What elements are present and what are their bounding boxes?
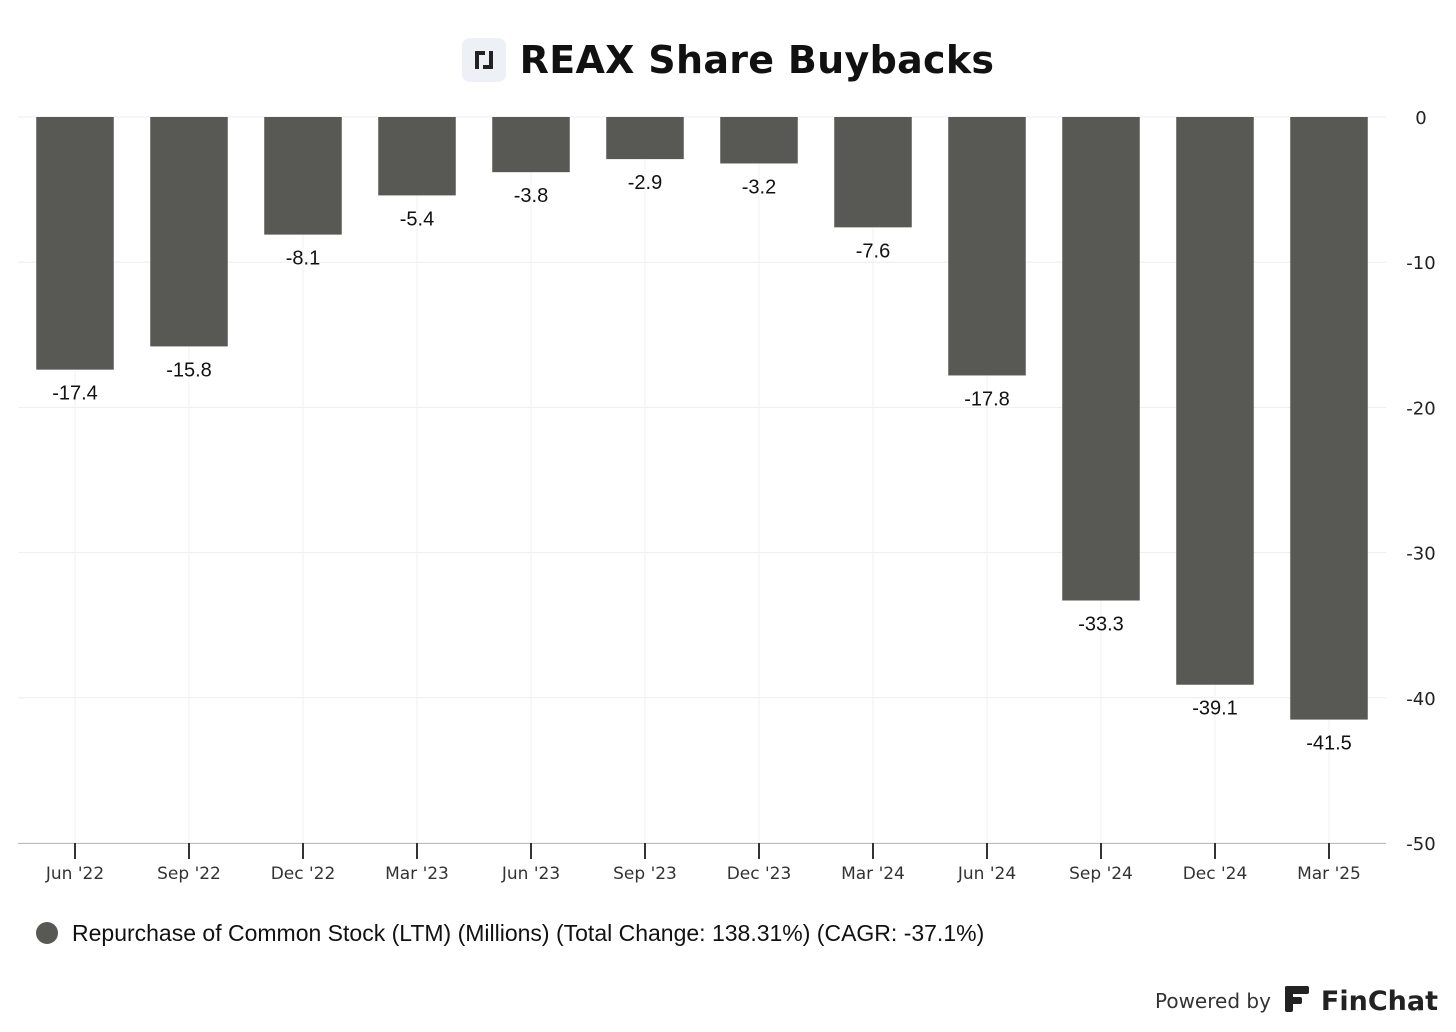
data-label: -17.4	[52, 383, 98, 405]
bar	[834, 117, 912, 228]
data-label: -3.2	[742, 176, 776, 198]
x-tick-label: Dec '24	[1183, 864, 1248, 884]
x-tick-label: Sep '23	[613, 864, 677, 884]
x-tick-label: Dec '22	[271, 864, 336, 884]
x-tick-label: Dec '23	[727, 864, 792, 884]
bar	[606, 117, 684, 160]
y-tick-label: -50	[1406, 834, 1435, 855]
chart-title: REAX Share Buybacks	[519, 38, 995, 82]
bar	[264, 117, 342, 235]
axes: 0 -10 -20 -30 -40 -50 Jun '22 Sep '22 Dec '22 Mar…	[18, 108, 1436, 884]
bar	[1062, 117, 1140, 601]
bar-chart: -17.4 -15.8 -8.1 -5.4 -3.8 -2.9 -3.2 -7.6 -17.8 -…	[18, 108, 1436, 884]
bars	[36, 117, 1368, 720]
data-label: -7.6	[856, 240, 890, 262]
data-label: -8.1	[286, 248, 320, 270]
x-tick-label: Sep '22	[157, 864, 221, 884]
x-tick-label: Sep '24	[1069, 864, 1133, 884]
data-label: -15.8	[166, 359, 212, 381]
data-label: -33.3	[1078, 614, 1124, 636]
legend-label: Repurchase of Common Stock (LTM) (Millio…	[72, 919, 985, 946]
data-label: -3.8	[514, 185, 548, 207]
bar	[1290, 117, 1368, 720]
finchat-brand: FinChat	[1320, 985, 1438, 1017]
x-tick-label: Mar '24	[841, 864, 905, 884]
x-tick-label: Mar '25	[1297, 864, 1361, 884]
powered-by-text: Powered by	[1154, 989, 1271, 1013]
bar	[948, 117, 1026, 376]
data-label: -41.5	[1306, 733, 1352, 755]
x-tick-label: Jun '24	[957, 864, 1016, 884]
y-tick-label: -30	[1406, 544, 1435, 565]
data-label: -17.8	[964, 388, 1010, 410]
chart-header: REAX Share Buybacks	[0, 30, 1456, 90]
bar	[720, 117, 798, 164]
bar	[492, 117, 570, 173]
x-tick-label: Jun '23	[501, 864, 560, 884]
company-logo-icon	[461, 38, 506, 82]
y-tick-label: 0	[1415, 108, 1426, 129]
data-label: -39.1	[1192, 698, 1238, 720]
data-labels: -17.4 -15.8 -8.1 -5.4 -3.8 -2.9 -3.2 -7.6 -17.8 -…	[52, 172, 1352, 754]
bar	[36, 117, 114, 370]
legend-marker	[36, 922, 58, 944]
y-tick-label: -10	[1406, 253, 1435, 274]
y-tick-label: -20	[1406, 398, 1435, 419]
bar	[150, 117, 228, 347]
bar	[378, 117, 456, 196]
legend[interactable]: Repurchase of Common Stock (LTM) (Millio…	[36, 918, 984, 948]
y-tick-label: -40	[1406, 689, 1435, 710]
bar	[1176, 117, 1254, 685]
finchat-logo-icon	[1283, 984, 1311, 1019]
x-tick-label: Mar '23	[385, 864, 449, 884]
data-label: -5.4	[400, 208, 434, 230]
x-tick-label: Jun '22	[45, 864, 104, 884]
data-label: -2.9	[628, 172, 662, 194]
powered-by-finchat[interactable]: Powered by FinChat	[1155, 984, 1438, 1018]
